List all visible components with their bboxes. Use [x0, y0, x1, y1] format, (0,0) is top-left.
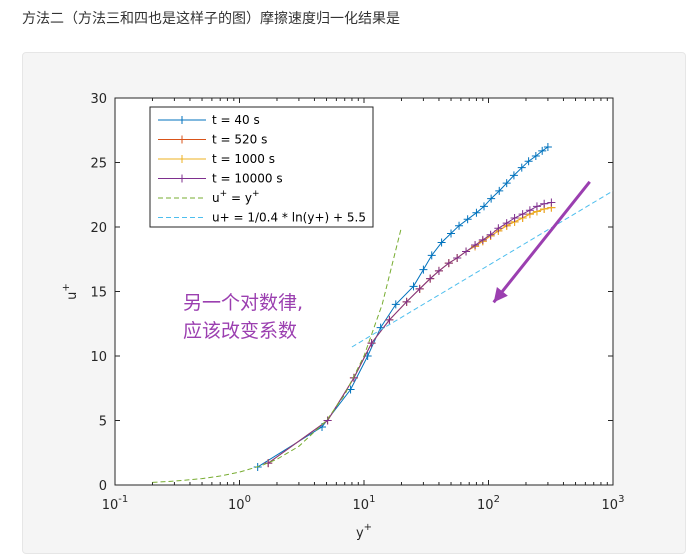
series-point-0 [447, 229, 456, 238]
series-point-3 [426, 274, 435, 283]
series-point-3 [453, 253, 462, 262]
series-point-0 [409, 282, 418, 291]
y-tick-label: 20 [90, 221, 107, 236]
y-tick-label: 15 [90, 286, 107, 301]
series-point-3 [518, 210, 527, 219]
legend-entry-label: t = 40 s [212, 113, 260, 127]
legend: t = 40 s t = 520 s t = 1000 s t = 10000 s u+… [149, 106, 374, 228]
series-point-3 [532, 202, 541, 211]
x-tick-label: 103 [602, 494, 625, 513]
x-tick-label: 10-1 [102, 494, 129, 513]
legend-swatch-marker [178, 155, 186, 163]
annotation-text-line2: 应该改变系数 [183, 320, 297, 342]
series-line-0 [257, 146, 549, 468]
annotation-arrowhead [493, 287, 508, 303]
series-point-3 [402, 297, 411, 306]
y-tick-label: 30 [90, 92, 107, 107]
series-point-0 [502, 179, 511, 188]
series-point-0 [538, 146, 547, 155]
series-point-3 [510, 213, 519, 222]
series-group [152, 143, 613, 483]
series-point-0 [487, 194, 496, 203]
series-point-3 [385, 315, 394, 324]
series-point-3 [525, 206, 534, 215]
series-point-0 [543, 143, 552, 152]
y-tick-label: 10 [90, 350, 107, 365]
series-point-0 [455, 221, 464, 230]
series-point-3 [462, 247, 471, 256]
series-point-3 [502, 219, 511, 228]
x-tick-label: 101 [353, 494, 376, 513]
legend-entry-label: u+ = y+ [212, 189, 260, 205]
series-point-3 [547, 198, 556, 207]
series-point-0 [479, 202, 488, 211]
series-point-3 [444, 259, 453, 268]
legend-entry-label: u+ = 1/0.4 * ln(y+) + 5.5 [212, 211, 366, 225]
series-line-5 [351, 190, 613, 348]
legend-swatch-marker [178, 135, 186, 144]
x-tick-label: 102 [477, 494, 500, 513]
series-point-0 [531, 152, 540, 161]
legend-box [149, 106, 374, 228]
y-tick-label: 25 [90, 157, 107, 172]
series-point-3 [264, 459, 273, 468]
series-point-3 [540, 199, 549, 208]
series-point-3 [415, 284, 424, 293]
series-point-3 [434, 266, 443, 275]
page-caption: 方法二（方法三和四也是这样子的图）摩擦速度归一化结果是 [22, 11, 400, 27]
axis-ticks: 0 5 10 15 20 25 30 10-1 100 101 102 103 [90, 92, 624, 513]
y-axis-label: u+ [61, 283, 80, 300]
series-point-0 [427, 251, 436, 260]
series-point-3 [494, 224, 503, 233]
series-point-3 [478, 235, 487, 244]
x-axis-label: y+ [356, 522, 372, 541]
legend-swatch-marker [178, 116, 186, 124]
series-point-0 [419, 265, 428, 274]
x-tick-label: 100 [228, 494, 251, 513]
series-point-3 [486, 230, 495, 239]
y-tick-label: 0 [99, 479, 107, 494]
series-point-0 [495, 186, 504, 195]
legend-swatch-marker [178, 174, 186, 183]
series-point-0 [346, 385, 355, 394]
annotation-group: 另一个对数律, 应该改变系数 [183, 180, 591, 342]
annotation-arrow-shaft [492, 180, 591, 304]
series-point-0 [472, 208, 481, 217]
annotation-text-line1: 另一个对数律, [183, 292, 303, 314]
legend-entry-label: t = 1000 s [212, 152, 275, 166]
series-point-3 [367, 339, 376, 348]
series-point-3 [471, 241, 480, 250]
axis-labels: y+ u+ [61, 283, 372, 541]
series-point-0 [509, 171, 518, 180]
series-point-3 [323, 416, 332, 425]
series-point-0 [524, 157, 533, 166]
series-point-0 [517, 163, 526, 172]
legend-entry-label: t = 10000 s [212, 172, 283, 186]
legend-entry-label: t = 520 s [212, 133, 267, 147]
series-line-4 [152, 226, 402, 483]
y-tick-label: 5 [99, 415, 107, 430]
series-point-0 [463, 215, 472, 224]
series-point-0 [437, 238, 446, 247]
series-point-0 [391, 300, 400, 309]
